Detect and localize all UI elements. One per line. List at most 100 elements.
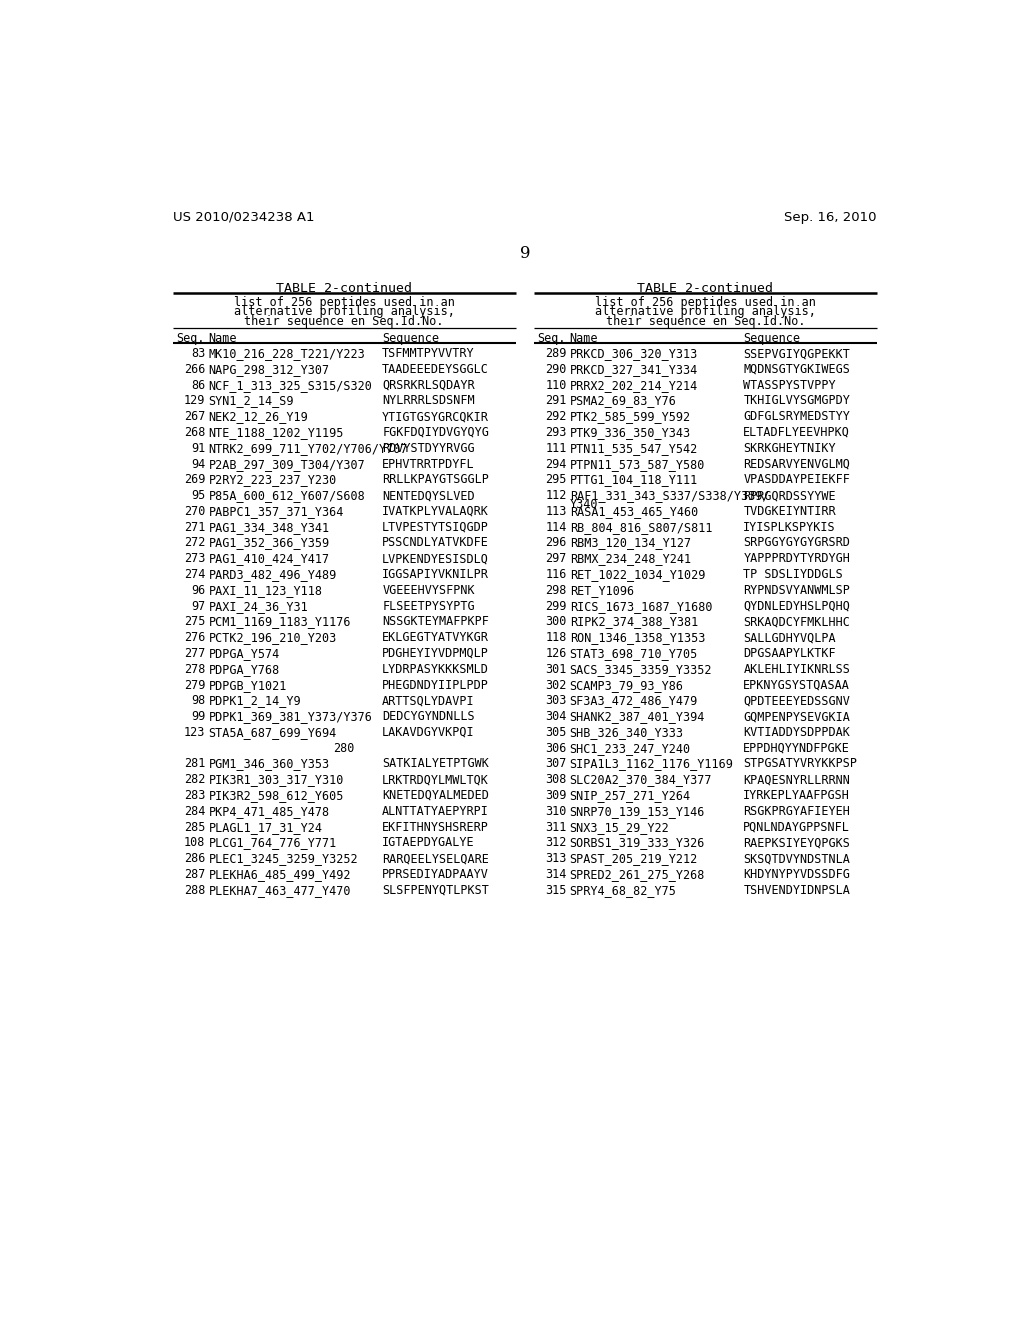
Text: RBM3_120_134_Y127: RBM3_120_134_Y127 (569, 536, 691, 549)
Text: KVTIADDYSDPPDAK: KVTIADDYSDPPDAK (743, 726, 850, 739)
Text: PLCG1_764_776_Y771: PLCG1_764_776_Y771 (209, 837, 337, 849)
Text: PRKCD_327_341_Y334: PRKCD_327_341_Y334 (569, 363, 698, 376)
Text: 273: 273 (184, 552, 206, 565)
Text: 94: 94 (191, 458, 206, 470)
Text: SPAST_205_219_Y212: SPAST_205_219_Y212 (569, 853, 698, 865)
Text: 112: 112 (545, 490, 566, 502)
Text: EKFITHNYSHSRERP: EKFITHNYSHSRERP (382, 821, 489, 834)
Text: EKLGEGTYATVYKGR: EKLGEGTYATVYKGR (382, 631, 489, 644)
Text: 296: 296 (545, 536, 566, 549)
Text: RB_804_816_S807/S811: RB_804_816_S807/S811 (569, 520, 713, 533)
Text: WTASSPYSTVPPY: WTASSPYSTVPPY (743, 379, 836, 392)
Text: 300: 300 (545, 615, 566, 628)
Text: RSGKPRGYAFIEYEH: RSGKPRGYAFIEYEH (743, 805, 850, 818)
Text: Seq.: Seq. (538, 331, 565, 345)
Text: 311: 311 (545, 821, 566, 834)
Text: RET_Y1096: RET_Y1096 (569, 583, 634, 597)
Text: KNETEDQYALMEDED: KNETEDQYALMEDED (382, 789, 489, 803)
Text: 285: 285 (184, 821, 206, 834)
Text: RARQEELYSELQARE: RARQEELYSELQARE (382, 853, 489, 865)
Text: RDVYSTDYYRVGG: RDVYSTDYYRVGG (382, 442, 475, 455)
Text: alternative profiling analysis,: alternative profiling analysis, (233, 305, 455, 318)
Text: GDFGLSRYMEDSTYY: GDFGLSRYMEDSTYY (743, 411, 850, 424)
Text: Sep. 16, 2010: Sep. 16, 2010 (784, 211, 877, 224)
Text: TKHIGLVYSGMGPDY: TKHIGLVYSGMGPDY (743, 395, 850, 408)
Text: 281: 281 (184, 758, 206, 771)
Text: QPDTEEEYEDSSGNV: QPDTEEEYEDSSGNV (743, 694, 850, 708)
Text: VGEEEHVYSFPNK: VGEEEHVYSFPNK (382, 583, 475, 597)
Text: 123: 123 (184, 726, 206, 739)
Text: ELTADFLYEEVHPKQ: ELTADFLYEEVHPKQ (743, 426, 850, 440)
Text: SHANK2_387_401_Y394: SHANK2_387_401_Y394 (569, 710, 706, 723)
Text: 292: 292 (545, 411, 566, 424)
Text: RET_1022_1034_Y1029: RET_1022_1034_Y1029 (569, 568, 706, 581)
Text: PDPGB_Y1021: PDPGB_Y1021 (209, 678, 287, 692)
Text: KHDYNYPYVDSSDFG: KHDYNYPYVDSSDFG (743, 869, 850, 880)
Text: SYN1_2_14_S9: SYN1_2_14_S9 (209, 395, 294, 408)
Text: IGTAEPDYGALYE: IGTAEPDYGALYE (382, 837, 475, 849)
Text: Name: Name (209, 331, 238, 345)
Text: MQDNSGTYGKIWEGS: MQDNSGTYGKIWEGS (743, 363, 850, 376)
Text: ARTTSQLYDAVPI: ARTTSQLYDAVPI (382, 694, 475, 708)
Text: NTRK2_699_711_Y702/Y706/Y707: NTRK2_699_711_Y702/Y706/Y707 (209, 442, 409, 455)
Text: NSSGKTEYMAFPKPF: NSSGKTEYMAFPKPF (382, 615, 489, 628)
Text: SCAMP3_79_93_Y86: SCAMP3_79_93_Y86 (569, 678, 684, 692)
Text: 113: 113 (545, 506, 566, 517)
Text: RON_1346_1358_Y1353: RON_1346_1358_Y1353 (569, 631, 706, 644)
Text: SRKAQDCYFMKLHHC: SRKAQDCYFMKLHHC (743, 615, 850, 628)
Text: 272: 272 (184, 536, 206, 549)
Text: IYISPLKSPYKIS: IYISPLKSPYKIS (743, 520, 836, 533)
Text: SHB_326_340_Y333: SHB_326_340_Y333 (569, 726, 684, 739)
Text: Y340: Y340 (569, 498, 598, 511)
Text: P85A_600_612_Y607/S608: P85A_600_612_Y607/S608 (209, 490, 366, 502)
Text: 126: 126 (545, 647, 566, 660)
Text: PKP4_471_485_Y478: PKP4_471_485_Y478 (209, 805, 330, 818)
Text: 279: 279 (184, 678, 206, 692)
Text: RBMX_234_248_Y241: RBMX_234_248_Y241 (569, 552, 691, 565)
Text: Name: Name (569, 331, 598, 345)
Text: TSFMMTPYVVTRY: TSFMMTPYVVTRY (382, 347, 475, 360)
Text: PTK2_585_599_Y592: PTK2_585_599_Y592 (569, 411, 691, 424)
Text: STA5A_687_699_Y694: STA5A_687_699_Y694 (209, 726, 337, 739)
Text: 288: 288 (184, 884, 206, 896)
Text: SLSFPENYQTLPKST: SLSFPENYQTLPKST (382, 884, 489, 896)
Text: PAXI_24_36_Y31: PAXI_24_36_Y31 (209, 599, 308, 612)
Text: PQNLNDAYGPPSNFL: PQNLNDAYGPPSNFL (743, 821, 850, 834)
Text: TABLE 2-continued: TABLE 2-continued (276, 281, 413, 294)
Text: 295: 295 (545, 474, 566, 486)
Text: RAF1_331_343_S337/S338/Y339/: RAF1_331_343_S337/S338/Y339/ (569, 490, 769, 502)
Text: their sequence en Seq.Id.No.: their sequence en Seq.Id.No. (605, 314, 805, 327)
Text: RPRGQRDSSYYWE: RPRGQRDSSYYWE (743, 490, 836, 502)
Text: FLSEETPYSYPTG: FLSEETPYSYPTG (382, 599, 475, 612)
Text: TVDGKEIYNTIRR: TVDGKEIYNTIRR (743, 506, 836, 517)
Text: PHEGDNDYIIPLPDP: PHEGDNDYIIPLPDP (382, 678, 489, 692)
Text: 270: 270 (184, 506, 206, 517)
Text: SF3A3_472_486_Y479: SF3A3_472_486_Y479 (569, 694, 698, 708)
Text: AKLEHLIYIKNRLSS: AKLEHLIYIKNRLSS (743, 663, 850, 676)
Text: DPGSAAPYLKTKF: DPGSAAPYLKTKF (743, 647, 836, 660)
Text: QRSRKRLSQDAYR: QRSRKRLSQDAYR (382, 379, 475, 392)
Text: RYPNDSVYANWMLSP: RYPNDSVYANWMLSP (743, 583, 850, 597)
Text: 291: 291 (545, 395, 566, 408)
Text: 275: 275 (184, 615, 206, 628)
Text: TABLE 2-continued: TABLE 2-continued (637, 281, 773, 294)
Text: FGKFDQIYDVGYQYG: FGKFDQIYDVGYQYG (382, 426, 489, 440)
Text: 284: 284 (184, 805, 206, 818)
Text: 118: 118 (545, 631, 566, 644)
Text: 99: 99 (191, 710, 206, 723)
Text: Sequence: Sequence (382, 331, 439, 345)
Text: list of 256 peptides used in an: list of 256 peptides used in an (595, 296, 816, 309)
Text: 91: 91 (191, 442, 206, 455)
Text: 83: 83 (191, 347, 206, 360)
Text: 86: 86 (191, 379, 206, 392)
Text: RAEPKSIYEYQPGKS: RAEPKSIYEYQPGKS (743, 837, 850, 849)
Text: PTN11_535_547_Y542: PTN11_535_547_Y542 (569, 442, 698, 455)
Text: PCTK2_196_210_Y203: PCTK2_196_210_Y203 (209, 631, 337, 644)
Text: P2AB_297_309_T304/Y307: P2AB_297_309_T304/Y307 (209, 458, 366, 470)
Text: SNX3_15_29_Y22: SNX3_15_29_Y22 (569, 821, 670, 834)
Text: LYDRPASYKKKSMLD: LYDRPASYKKKSMLD (382, 663, 489, 676)
Text: PLAGL1_17_31_Y24: PLAGL1_17_31_Y24 (209, 821, 323, 834)
Text: SPRED2_261_275_Y268: SPRED2_261_275_Y268 (569, 869, 706, 880)
Text: 305: 305 (545, 726, 566, 739)
Text: 282: 282 (184, 774, 206, 787)
